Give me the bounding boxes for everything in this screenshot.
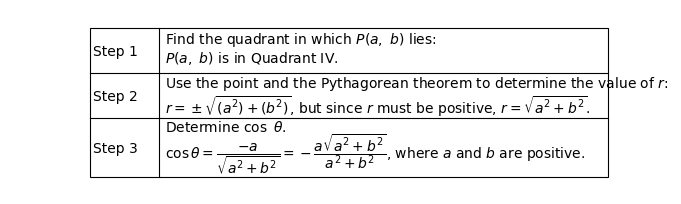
Text: Determine $\cos\ \theta$.: Determine $\cos\ \theta$. — [165, 119, 287, 134]
Text: $r=\pm\sqrt{(a^2)+(b^2)}$, but since $r$ must be positive, $r=\sqrt{a^2+b^2}$.: $r=\pm\sqrt{(a^2)+(b^2)}$, but since $r$… — [165, 94, 590, 119]
Text: Step 2: Step 2 — [93, 89, 138, 103]
Text: Find the quadrant in which $P(a,\ b)$ lies:: Find the quadrant in which $P(a,\ b)$ li… — [165, 31, 437, 49]
Text: Step 1: Step 1 — [93, 45, 138, 59]
Text: $P(a,\ b)$ is in Quadrant IV.: $P(a,\ b)$ is in Quadrant IV. — [165, 50, 338, 67]
Text: Step 3: Step 3 — [93, 141, 138, 155]
Text: Use the point and the Pythagorean theorem to determine the value of $r$:: Use the point and the Pythagorean theore… — [165, 74, 669, 92]
Text: $\cos\theta=\dfrac{-a}{\sqrt{a^2+b^2}}=-\dfrac{a\sqrt{a^2+b^2}}{a^2+b^2}$, where: $\cos\theta=\dfrac{-a}{\sqrt{a^2+b^2}}=-… — [165, 133, 586, 176]
